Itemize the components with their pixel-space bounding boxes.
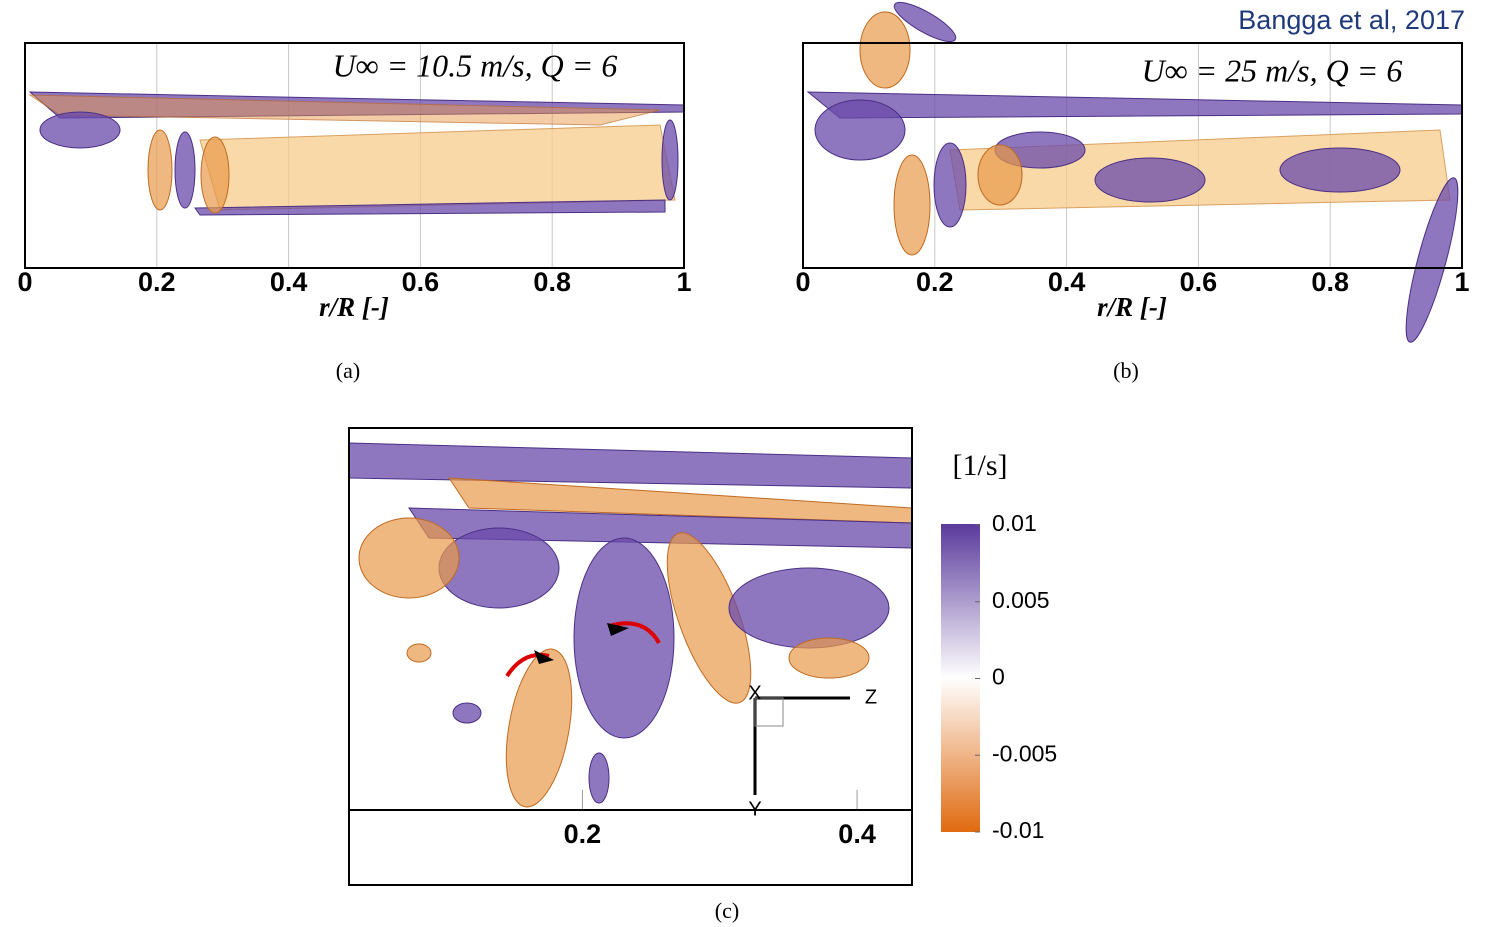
caption: (c) xyxy=(715,898,739,923)
colorbar-tick-label: 0.005 xyxy=(992,587,1050,613)
isosurface xyxy=(1094,157,1206,203)
colorbar-label: [1/s] xyxy=(953,449,1008,482)
annotation: U∞ = 25 m/s, Q = 6 xyxy=(1142,52,1403,88)
arrow-head xyxy=(534,650,554,664)
isosurface xyxy=(933,142,967,228)
panel-c: 0.2 0.4 X Z Y (c) xyxy=(348,427,913,923)
isosurface xyxy=(28,94,661,126)
caption: (a) xyxy=(336,358,360,383)
annotation: U∞ = 10.5 m/s, Q = 6 xyxy=(333,47,618,83)
isosurface xyxy=(588,752,610,804)
isosurface xyxy=(200,136,230,214)
isosurface xyxy=(199,124,676,211)
rotation-arrow xyxy=(505,653,550,678)
panel-b: U∞ = 25 m/s, Q = 6 0 0.2 0.4 0.6 0.8 1 r/R [-… xyxy=(795,1,1470,383)
x-axis: 0 0.2 0.4 0.6 0.8 1 xyxy=(795,267,1469,297)
x-tick-label: 0.2 xyxy=(138,267,176,297)
x-tick-label: 0.4 xyxy=(1048,267,1086,297)
isosurface xyxy=(505,648,573,808)
colorbar-ticks: 0.01 0.005 0 -0.005 -0.01 xyxy=(975,510,1057,843)
x-tick-label: 0.6 xyxy=(402,267,440,297)
isosurface xyxy=(452,702,482,724)
colorbar-tick-label: -0.01 xyxy=(992,817,1044,843)
isosurface xyxy=(194,199,666,216)
x-axis-label: r/R [-] xyxy=(1097,292,1167,322)
x-axis: 0 0.2 0.4 0.6 0.8 1 xyxy=(17,267,691,297)
isosurface xyxy=(661,119,679,201)
isosurface xyxy=(147,129,173,211)
x-tick-label: 0.4 xyxy=(270,267,308,297)
x-tick-label: 0.6 xyxy=(1180,267,1218,297)
isosurface xyxy=(788,637,870,679)
isosurface xyxy=(39,111,121,149)
x-tick-label: 0.8 xyxy=(1311,267,1349,297)
rotation-arrow xyxy=(608,621,661,645)
citation: Bangga et al, 2017 xyxy=(1238,5,1465,35)
x-axis: 0.2 0.4 xyxy=(564,790,876,849)
triad-label: Z xyxy=(865,686,877,708)
x-tick-label: 0 xyxy=(795,267,810,297)
triad-label: X xyxy=(748,682,761,704)
colorbar-tick-label: -0.005 xyxy=(992,740,1057,766)
x-tick-label: 0 xyxy=(17,267,32,297)
x-tick-label: 0.2 xyxy=(564,819,602,849)
x-tick-label: 0.4 xyxy=(838,819,876,849)
isosurface xyxy=(814,99,906,161)
colorbar: [1/s] 0.01 0.005 0 -0.005 -0.01 xyxy=(941,449,1057,843)
isosurface xyxy=(358,517,460,599)
isosurface xyxy=(977,144,1023,206)
isosurface xyxy=(893,154,931,256)
isosurface xyxy=(728,567,890,649)
isosurface xyxy=(893,1,957,43)
x-axis-label: r/R [-] xyxy=(319,292,389,322)
isosurface xyxy=(349,442,912,489)
isosurface xyxy=(406,643,432,663)
colorbar-gradient xyxy=(941,524,980,832)
colorbar-tick-label: 0.01 xyxy=(992,510,1037,536)
triad-label: Y xyxy=(748,798,761,820)
frame xyxy=(24,42,685,269)
triad-box xyxy=(754,697,784,727)
frame xyxy=(348,427,913,886)
x-tick-label: 1 xyxy=(1454,267,1469,297)
frame xyxy=(802,42,1463,269)
isosurface xyxy=(1279,147,1401,193)
x-tick-label: 0.8 xyxy=(533,267,571,297)
isosurface xyxy=(573,537,675,739)
isosurface xyxy=(448,477,912,524)
caption: (b) xyxy=(1113,358,1139,383)
panel-a: U∞ = 10.5 m/s, Q = 6 0 0.2 0.4 0.6 0.8 1 r/R … xyxy=(17,42,692,383)
colorbar-tick-label: 0 xyxy=(992,664,1005,690)
isosurface xyxy=(1405,177,1459,343)
x-tick-label: 0.2 xyxy=(916,267,954,297)
zoom-view xyxy=(349,442,912,808)
isosurface xyxy=(859,11,911,89)
arrow-head xyxy=(607,623,629,636)
x-tick-label: 1 xyxy=(676,267,691,297)
isosurface xyxy=(174,131,196,209)
isosurface xyxy=(806,91,1463,119)
